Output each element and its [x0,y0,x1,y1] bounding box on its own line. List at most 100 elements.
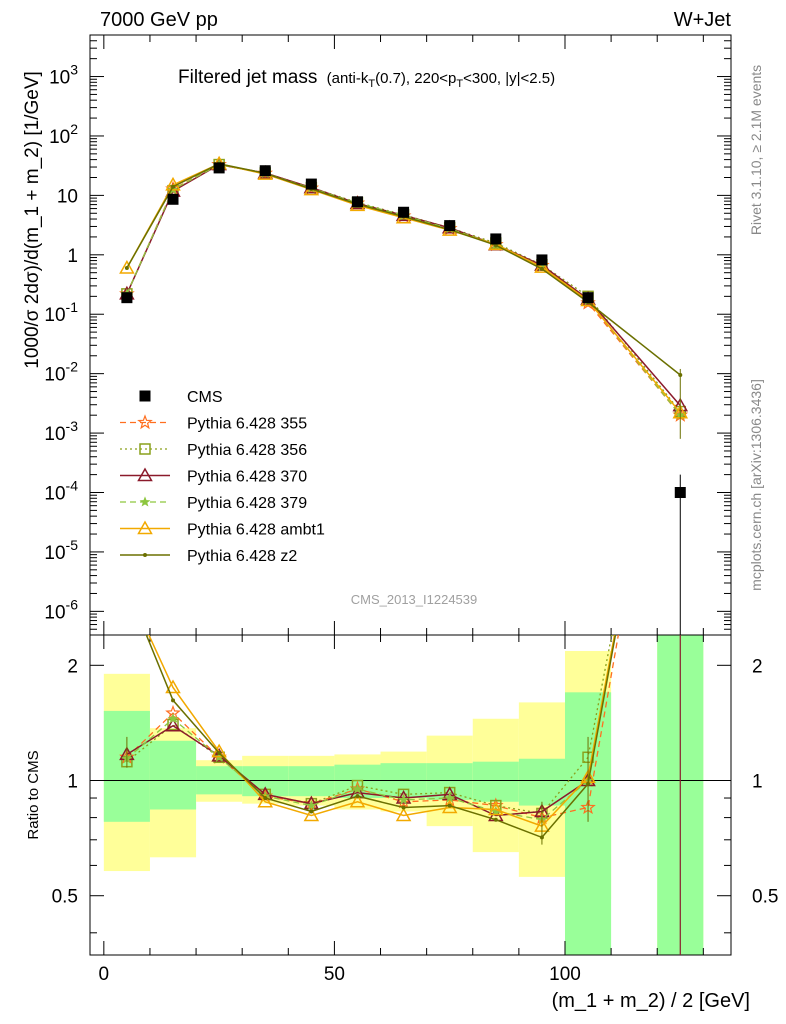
ratio-y-tick-label-left: 0.5 [52,887,78,908]
legend-marker [137,467,153,482]
legend-entry: Pythia 6.428 z2 [120,548,297,565]
ratio-axis-ticks: 0.5 0.5 1 1 2 2 0 50 100 [52,635,778,985]
ratio-y-tick-label-right: 1 [752,772,763,793]
cms-data-point [259,165,271,177]
legend-entry: CMS [139,389,223,406]
cms-data-point [305,178,317,190]
legend-label: CMS [187,389,223,406]
ratio-y-tick-label-left: 2 [67,656,78,677]
legend-marker [139,443,151,455]
cms-data-point [582,292,594,304]
cms-data-point [351,196,363,208]
header-energy: 7000 GeV pp [100,9,218,31]
ratio-band-inner [288,766,335,797]
legend-label: Pythia 6.428 ambt1 [187,522,325,539]
ratio-data-point [395,807,412,822]
main-series-pythia-6-428-356 [121,158,687,418]
ratio-data-point [349,793,366,808]
main-series-cms [121,162,686,635]
ratio-data-point [167,713,179,724]
ratio-series-clip [119,635,619,845]
cms-data-point [167,193,179,205]
ratio-data-point [217,751,222,756]
main-data-point [124,265,129,270]
legend-marker [143,553,147,557]
ratio-data-point [395,789,412,804]
ratio-data-point [401,805,406,810]
main-data-point [539,266,544,271]
main-series-pythia-6-428-355 [119,156,689,422]
x-tick-label: 100 [549,964,581,985]
cms-data-point [398,206,410,218]
main-data-point [119,259,135,274]
legend-marker [137,520,153,535]
ratio-series-line [145,635,617,839]
main-series-line [126,163,681,414]
ratio-band-inner [518,758,565,806]
main-axis-ticks: 10-6 10-5 10-4 10-3 10-2 10-1 1 10 102 103 [44,34,731,636]
main-y-tick-label: 10-5 [44,537,78,564]
ratio-data-point [447,803,452,808]
ratio-series-line [126,635,613,815]
ratio-data-point [263,796,268,801]
main-plot-frame [89,34,732,636]
legend-marker [139,496,151,507]
ratio-data-point [488,801,504,816]
ratio-data-point [309,809,314,814]
cms-data-point [213,162,225,174]
legend-label: Pythia 6.428 z2 [187,548,297,565]
legend-label: Pythia 6.428 356 [187,442,307,459]
ratio-plot-frame [89,634,732,956]
legend-entry: Pythia 6.428 ambt1 [120,520,325,539]
main-y-tick-label: 10-1 [44,299,78,326]
main-series-pythia-6-428-ambt1 [119,155,689,419]
legend-label: Pythia 6.428 355 [187,416,307,433]
ratio-band-inner [472,761,519,802]
ratio-y-tick-label-left: 1 [67,772,78,793]
main-data-point [171,184,176,189]
cms-data-point [121,292,133,304]
ratio-series-line [148,635,616,827]
legend: CMS Pythia 6.428 355 Pythia 6.428 356 Pythi… [120,389,325,565]
legend-entry: Pythia 6.428 356 [120,442,307,459]
ratio-band-inner [149,740,197,810]
ratio-series-pythia-6-428-z2 [145,635,617,840]
main-series-pythia-6-428-z2 [124,161,683,377]
ratio-series-line [126,635,616,821]
ratio-y-tick-label-right: 2 [752,656,763,677]
main-series-pythia-6-428-379 [121,158,686,420]
main-series-line [126,163,681,376]
ratio-data-point [171,698,176,703]
ratio-data-point [355,794,360,799]
legend-label: Pythia 6.428 370 [187,469,307,486]
x-tick-label: 0 [99,964,110,985]
cms-data-point [536,254,548,266]
legend-entry: Pythia 6.428 355 [120,414,307,433]
main-y-tick-label: 10-3 [44,418,78,445]
legend-marker [137,414,153,430]
ratio-data-point [305,799,317,811]
main-series-line [126,163,681,416]
ratio-data-point [398,794,410,805]
ratio-data-point [257,793,274,808]
ratio-data-point [165,717,181,732]
ratio-data-point [211,743,227,758]
ratio-series-group [119,635,619,845]
main-y-tick-label: 10-2 [44,359,78,386]
main-data-point [165,176,181,191]
main-series-group [119,155,689,955]
ratio-band-inner [564,692,612,955]
cms-data-point [444,220,456,232]
main-y-tick-label: 10-4 [44,478,78,505]
main-series-line [126,163,681,416]
main-y-tick-label: 10-6 [44,596,78,623]
ratio-y-axis-title: Ratio to CMS [25,750,42,839]
header-process: W+Jet [674,9,732,31]
cms-data-point [674,487,686,499]
ratio-data-point [303,807,320,822]
legend-marker [139,390,151,402]
main-y-tick-label: 1 [67,246,78,267]
plot-title: Filtered jet mass (anti-kT(0.7), 220<pT<… [178,67,555,90]
x-axis-title: (m_1 + m_2) / 2 [GeV] [552,990,750,1012]
